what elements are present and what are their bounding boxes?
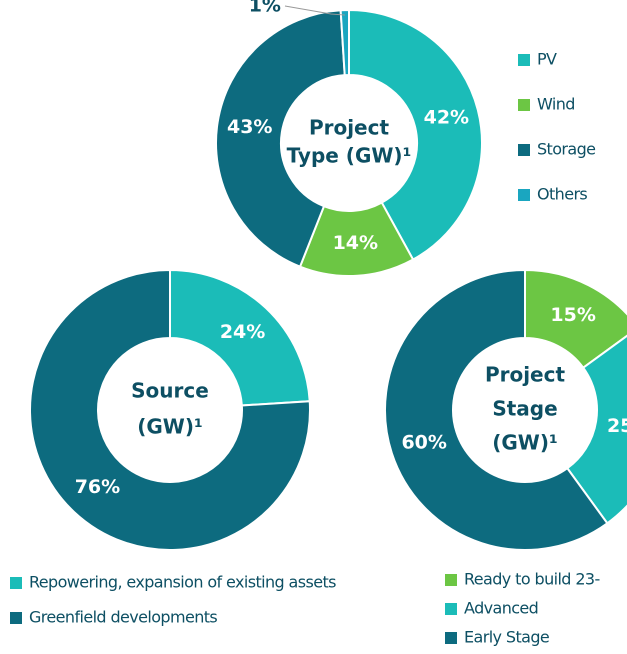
center-title: (GW)¹ (137, 415, 203, 439)
value-label: 1% (249, 0, 281, 17)
legend-swatch (518, 54, 530, 66)
legend-swatch (518, 99, 530, 111)
legend-label: Wind (537, 95, 575, 114)
center-title: Project (309, 116, 390, 140)
legend-swatch (518, 144, 530, 156)
slice (565, 334, 627, 525)
slice (215, 9, 346, 268)
value-label: 43% (227, 116, 272, 138)
legend-label: Others (537, 185, 587, 204)
legend-swatch (445, 603, 457, 615)
legend-label: Advanced (464, 599, 538, 618)
value-label: 15% (550, 304, 595, 326)
legend-label: PV (537, 50, 557, 69)
slice (29, 268, 311, 551)
value-label: 25% (607, 415, 627, 437)
center-title: Stage (492, 397, 557, 421)
leader-line (284, 5, 346, 16)
legend-label: Greenfield developments (29, 608, 217, 627)
legend-swatch (10, 612, 22, 624)
center-title: Project (485, 363, 566, 387)
legend-swatch (518, 189, 530, 201)
value-label: 60% (401, 431, 446, 453)
value-label: 42% (424, 107, 469, 129)
slice (348, 8, 483, 261)
center-title: Source (131, 379, 209, 403)
value-label: 14% (333, 232, 378, 254)
slice (339, 8, 350, 77)
legend-label: Repowering, expansion of existing assets (29, 573, 336, 592)
legend-label: Early Stage (464, 628, 549, 647)
value-label: 24% (220, 321, 265, 343)
slice (524, 268, 627, 370)
legend-label: Ready to build 23- (464, 570, 600, 589)
legend-swatch (445, 632, 457, 644)
legend-swatch (10, 577, 22, 589)
center-title: (GW)¹ (492, 431, 558, 455)
slice (384, 268, 609, 551)
legend-swatch (445, 574, 457, 586)
value-label: 76% (75, 476, 120, 498)
slice (169, 268, 311, 407)
legend-label: Storage (537, 140, 595, 159)
center-title: Type (GW)¹ (287, 144, 412, 168)
